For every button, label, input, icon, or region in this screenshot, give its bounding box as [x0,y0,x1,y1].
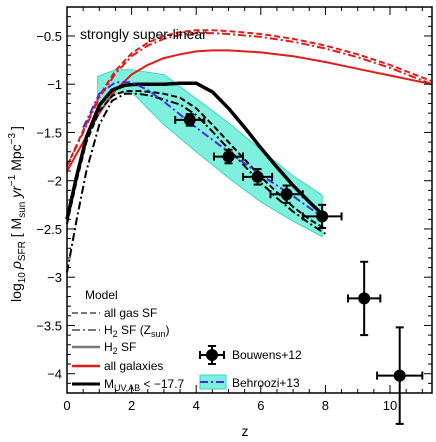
x-tick-label-4: 8 [322,398,329,413]
x-tick-label-2: 4 [193,398,200,413]
y-label-units-sun: sun [17,202,28,218]
legend-label-behroozi: Behroozi+13 [232,376,300,390]
y-label-rho: ρ [8,261,24,270]
legend: Model all gas SF H2 SF (Zsun) H2 SF all … [72,288,302,393]
y-tick-label-5: −1.5 [36,125,62,140]
legend-label-bouwens: Bouwens+12 [232,348,302,362]
bouwens-point-1 [212,148,245,165]
series-line-all-gas-3 [66,90,326,230]
legend-h2zsun-2: 2 [113,329,118,339]
legend-h2-rest: SF [118,340,137,354]
legend-swatch-behroozi [199,374,227,390]
model-lines-layer [65,29,433,273]
legend-swatch-bouwens [199,345,225,365]
legend-label-h2: H2 SF [104,340,136,356]
legend-muv-m: M [104,377,114,391]
y-label-rho-sub: SFR [17,241,28,261]
y-label-units-open: [ M [8,218,24,241]
bouwens-point-6 [376,326,424,425]
bouwens-point-5 [347,260,382,337]
x-tick-label-0: 0 [63,398,70,413]
y-label-units-yr-exp: −1 [7,174,18,186]
y-label-units-yr: yr [8,185,24,202]
x-tick-label-1: 2 [128,398,135,413]
legend-label-all-gas: all gas SF [104,306,157,320]
legend-label-all-galaxies: all galaxies [104,359,163,373]
y-tick-label-1: −3.5 [36,318,62,333]
series-line-h2-zsun-4 [66,92,326,273]
series-line-h2-zsun-1 [66,32,433,167]
y-tick-label-7: −0.5 [36,29,62,44]
y-label-log-sub: 10 [17,272,28,284]
y-label-units-close: ] [8,126,24,130]
y-tick-label-3: −2.5 [36,222,62,237]
bouwens-point-4 [301,203,343,229]
y-tick-label-4: −2 [47,174,62,189]
y-tick-label-0: −4 [47,367,62,382]
series-line-behroozi-6 [82,81,326,221]
legend-h2zsun-end: ) [166,323,170,337]
axis-ticks: 0 2 4 6 8 10 −4 −3.5 −3 −2.5 −2 −1.5 −1 −0.5 [36,7,432,413]
legend-label-h2-zsun: H2 SF (Zsun) [104,323,170,339]
legend-h2zsun-sun: sun [151,329,166,339]
y-tick-label-2: −3 [47,270,62,285]
y-tick-label-6: −1 [47,77,62,92]
x-axis-title: z [242,423,249,439]
x-tick-label-5: 10 [383,398,397,413]
bouwens-point-3 [269,184,304,204]
series-line-h2-5 [65,81,327,220]
bouwens-point-0 [174,113,206,127]
y-axis-title: log10 ρSFR [ Msun yr−1 Mpc−3] [7,126,28,302]
legend-muv-rest: < −17.7 [140,377,184,391]
x-tick-label-3: 6 [257,398,264,413]
series-line-all-gas-0 [66,29,433,167]
legend-h2-2: 2 [113,346,118,356]
bouwens-point-2 [242,168,274,186]
legend-muv-sub: UV,AB [114,383,140,393]
legend-h2zsun-h: H [104,323,113,337]
bouwens-points-layer [174,113,424,425]
legend-title: Model [85,288,118,302]
legend-h2-h: H [104,340,113,354]
y-label-log: log [8,283,24,302]
annotation-text: strongly super-linear [80,26,207,42]
y-label-units-mpc: Mpc [8,144,24,174]
legend-h2zsun-rest: SF (Z [118,323,151,337]
y-label-units-mpc-exp: −3 [7,132,18,144]
legend-label-muv: MUV,AB < −17.7 [104,377,185,393]
